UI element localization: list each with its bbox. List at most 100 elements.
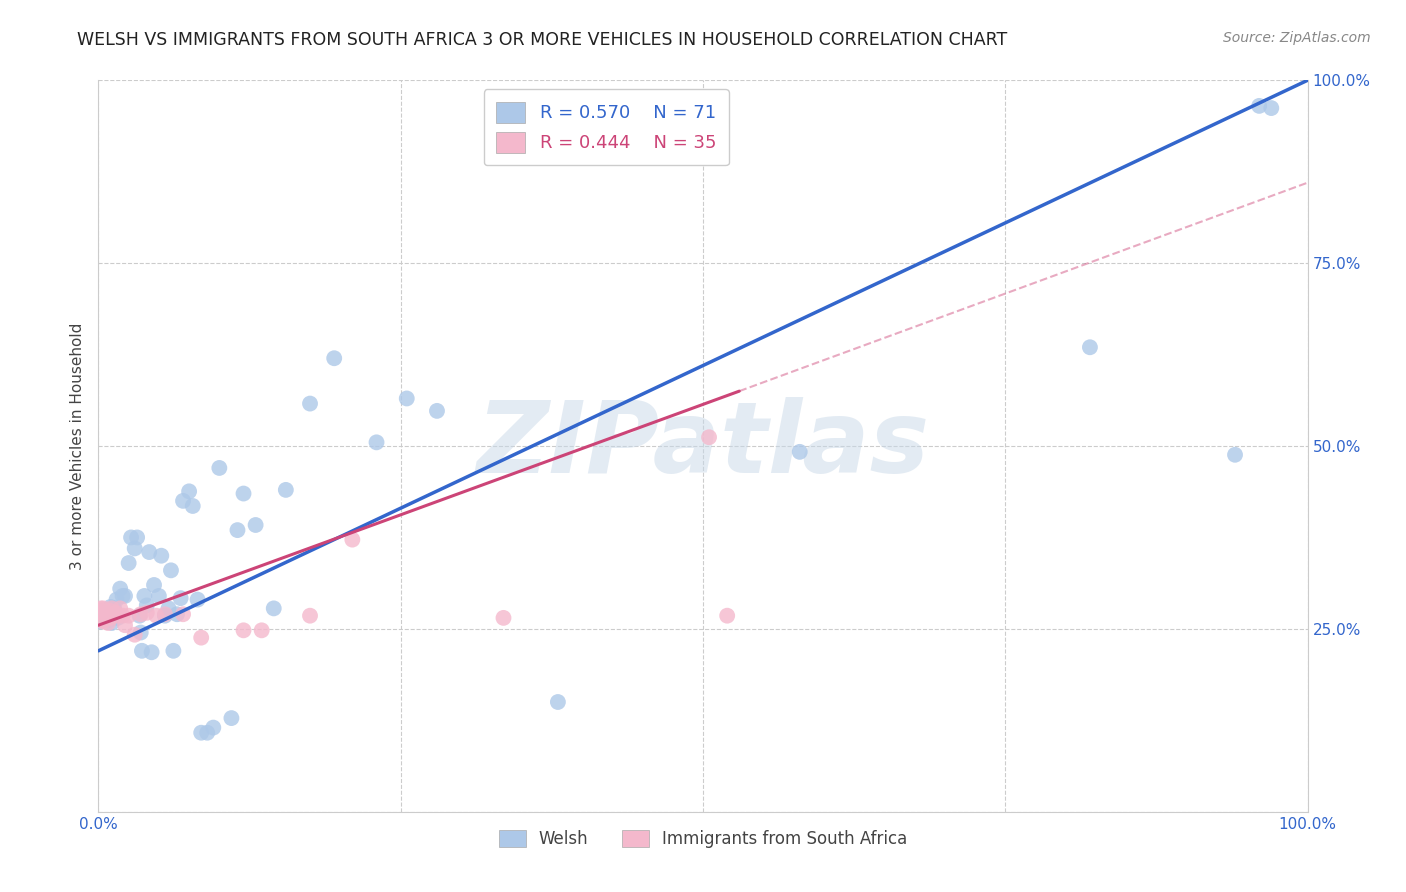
Y-axis label: 3 or more Vehicles in Household: 3 or more Vehicles in Household [69,322,84,570]
Point [100,615,122,630]
Point [181,499,204,513]
Point [91,608,114,623]
Point [169,591,191,606]
Point [98,603,121,617]
Point [697,430,720,444]
Point [118,608,141,623]
Point [179,484,201,499]
Point [90,607,112,622]
Point [124,541,146,556]
Point [108,582,131,596]
Legend: Welsh, Immigrants from South Africa: Welsh, Immigrants from South Africa [492,823,914,855]
Point [101,608,124,623]
Point [195,725,218,739]
Point [114,589,136,603]
Point [91,607,114,622]
Point [90,601,112,615]
Point [157,601,180,615]
Point [91,615,114,629]
Point [97,608,120,623]
Point [91,603,114,617]
Point [104,606,127,620]
Point [263,601,285,615]
Point [426,404,449,418]
Point [492,611,515,625]
Point [153,608,176,623]
Point [134,589,156,603]
Point [323,351,346,366]
Point [93,606,115,620]
Point [124,628,146,642]
Point [91,601,114,615]
Point [250,624,273,638]
Point [150,549,173,563]
Point [299,396,322,410]
Point [100,607,122,622]
Point [96,607,118,622]
Point [172,607,194,622]
Point [94,611,117,625]
Point [101,608,124,623]
Point [232,486,254,500]
Point [153,607,176,622]
Point [107,608,129,623]
Point [98,606,121,620]
Point [547,695,569,709]
Point [131,644,153,658]
Point [190,631,212,645]
Point [96,608,118,623]
Point [120,530,142,544]
Point [105,592,128,607]
Point [299,608,322,623]
Point [103,601,125,615]
Point [1223,448,1246,462]
Point [366,435,388,450]
Point [226,523,249,537]
Point [190,725,212,739]
Point [97,615,120,630]
Point [111,608,134,623]
Point [128,608,150,623]
Point [91,613,114,627]
Point [1078,340,1101,354]
Point [187,592,209,607]
Point [89,607,111,622]
Point [118,556,141,570]
Point [90,611,112,625]
Text: WELSH VS IMMIGRANTS FROM SOUTH AFRICA 3 OR MORE VEHICLES IN HOUSEHOLD CORRELATIO: WELSH VS IMMIGRANTS FROM SOUTH AFRICA 3 … [77,31,1008,49]
Point [98,613,121,627]
Point [96,603,118,617]
Point [141,645,163,659]
Point [274,483,297,497]
Point [232,624,254,638]
Point [93,606,115,620]
Point [93,608,115,623]
Point [138,545,160,559]
Point [342,533,364,547]
Text: ZIPatlas: ZIPatlas [477,398,929,494]
Point [94,611,117,625]
Point [1260,101,1282,115]
Point [172,494,194,508]
Point [107,611,129,625]
Point [114,618,136,632]
Point [135,599,157,613]
Point [245,518,267,533]
Point [129,607,152,622]
Point [111,589,134,603]
Point [90,615,112,629]
Point [166,607,188,622]
Point [1249,99,1271,113]
Point [221,711,243,725]
Point [108,601,131,615]
Point [160,563,183,577]
Point [202,721,225,735]
Point [208,461,231,475]
Point [100,599,122,614]
Point [89,611,111,625]
Point [789,445,811,459]
Point [143,578,166,592]
Point [162,644,184,658]
Point [716,608,738,623]
Point [148,589,170,603]
